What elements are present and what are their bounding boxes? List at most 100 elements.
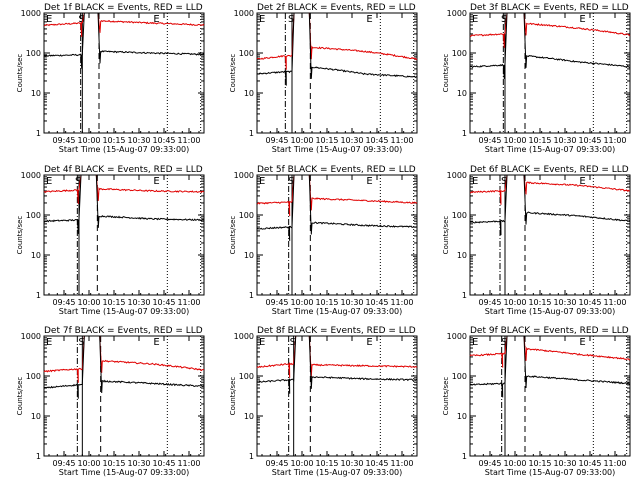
y-tick-label: 1000 [21,332,41,341]
y-tick-label: 1 [249,291,254,300]
marker-s: S [288,176,294,187]
x-tick-label: 10:15 [102,298,125,307]
marker-e-right: E [366,176,372,187]
series-events-black [256,174,418,241]
x-tick-label: 11:00 [390,459,413,468]
marker-e-left: E [472,337,478,348]
y-tick-label: 100 [452,211,467,220]
plot-frame [256,12,418,134]
panel-title: Det 9f BLACK = Events, RED = LLD [470,326,629,336]
marker-s: S [501,14,507,25]
panel-title: Det 7f BLACK = Events, RED = LLD [44,326,203,336]
plot-frame [43,335,205,457]
x-tick-label: 10:15 [528,298,551,307]
panel-det-6: Det 6f BLACK = Events, RED = LLD 1 10 100 10… [442,165,631,316]
x-axis-label: Start Time (15-Aug-07 09:33:00) [272,307,403,316]
marker-s: S [501,337,507,348]
y-tick-label: 10 [457,89,467,98]
panel-det-4: Det 4f BLACK = Events, RED = LLD 1 10 100 10… [16,165,205,316]
x-tick-label: 10:45 [365,298,388,307]
plot-frame [469,12,631,134]
marker-s: S [75,176,81,187]
x-tick-label: 10:00 [290,136,313,145]
y-tick-label: 1000 [447,332,467,341]
x-tick-label: 10:45 [152,136,175,145]
y-tick-label: 1000 [447,9,467,18]
y-tick-label: 1 [36,452,41,461]
x-axis-label: Start Time (15-Aug-07 09:33:00) [59,307,190,316]
y-tick-label: 10 [457,412,467,421]
x-tick-label: 10:45 [152,298,175,307]
y-tick-label: 1 [462,129,467,138]
y-tick-label: 10 [244,89,254,98]
y-tick-label: 1000 [234,9,254,18]
y-axis-label: Counts/sec [16,54,24,93]
panel-title: Det 3f BLACK = Events, RED = LLD [470,3,629,13]
y-tick-label: 1000 [234,171,254,180]
x-tick-label: 10:30 [553,298,576,307]
y-tick-label: 1000 [21,9,41,18]
x-tick-label: 10:45 [578,298,601,307]
marker-e-right: E [579,14,585,25]
x-tick-label: 11:00 [390,136,413,145]
marker-e-left: E [259,14,265,25]
series-lld-red [469,335,631,368]
series-events-black [256,335,418,394]
y-tick-label: 100 [26,49,41,58]
x-tick-label: 09:45 [52,459,75,468]
x-tick-label: 10:15 [528,459,551,468]
x-tick-label: 10:30 [127,459,150,468]
panel-det-9: Det 9f BLACK = Events, RED = LLD 1 10 100 10… [442,326,631,477]
panel-det-7: Det 7f BLACK = Events, RED = LLD 1 10 100 10… [16,326,205,477]
x-tick-label: 09:45 [478,459,501,468]
y-tick-label: 1000 [234,332,254,341]
y-tick-label: 1 [249,129,254,138]
marker-e-left: E [472,14,478,25]
panel-det-3: Det 3f BLACK = Events, RED = LLD 1 10 100 10… [442,3,631,154]
marker-e-left: E [259,337,265,348]
series-lld-red [256,12,418,70]
x-axis-label: Start Time (15-Aug-07 09:33:00) [485,307,616,316]
x-tick-label: 09:45 [52,298,75,307]
x-tick-label: 10:15 [102,459,125,468]
y-axis-label: Counts/sec [442,54,450,93]
marker-e-left: E [472,176,478,187]
y-tick-label: 10 [31,412,41,421]
x-tick-label: 10:45 [365,459,388,468]
x-tick-label: 11:00 [603,136,626,145]
x-tick-label: 10:00 [290,298,313,307]
x-tick-label: 10:00 [503,459,526,468]
x-tick-label: 10:45 [578,136,601,145]
y-tick-label: 1000 [21,171,41,180]
y-tick-label: 1 [249,452,254,461]
marker-e-right: E [153,14,159,25]
x-tick-label: 11:00 [177,459,200,468]
y-tick-label: 1 [462,452,467,461]
y-tick-label: 100 [239,372,254,381]
panel-title: Det 8f BLACK = Events, RED = LLD [257,326,416,336]
panel-title: Det 1f BLACK = Events, RED = LLD [44,3,203,13]
marker-e-right: E [579,337,585,348]
y-tick-label: 1 [36,291,41,300]
x-tick-label: 09:45 [478,136,501,145]
marker-e-left: E [259,176,265,187]
panel-title: Det 4f BLACK = Events, RED = LLD [44,165,203,175]
marker-e-right: E [366,14,372,25]
y-axis-label: Counts/sec [229,54,237,93]
y-tick-label: 10 [457,251,467,260]
series-events-black [469,174,631,236]
x-axis-label: Start Time (15-Aug-07 09:33:00) [272,145,403,154]
series-lld-red [469,12,631,48]
y-tick-label: 1000 [447,171,467,180]
x-axis-label: Start Time (15-Aug-07 09:33:00) [59,468,190,477]
x-tick-label: 11:00 [177,298,200,307]
marker-e-right: E [579,176,585,187]
y-tick-label: 100 [239,49,254,58]
plot-frame [43,12,205,134]
marker-e-right: E [366,337,372,348]
x-tick-label: 11:00 [603,459,626,468]
plot-frame [469,335,631,457]
y-tick-label: 10 [31,251,41,260]
x-tick-label: 10:15 [315,298,338,307]
